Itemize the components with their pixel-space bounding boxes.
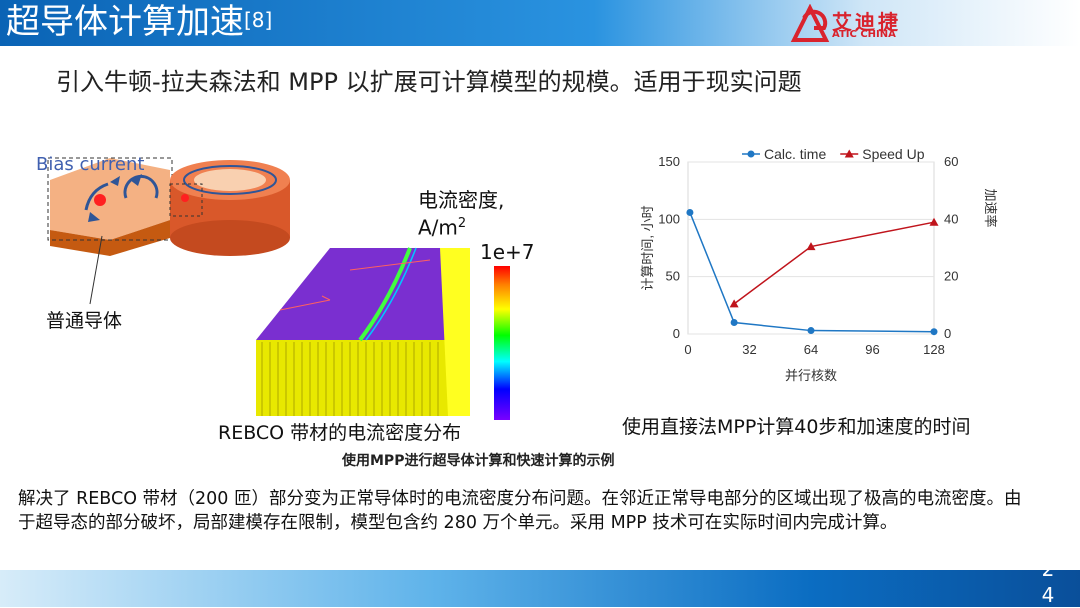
density-label-exponent: 2 <box>457 216 467 231</box>
body-paragraph: 解决了 REBCO 带材（200 匝）部分变为正常导体时的电流密度分布问题。在邻… <box>18 489 1022 533</box>
x-tick-label: 64 <box>804 342 818 357</box>
data-point <box>686 208 694 216</box>
data-point <box>929 217 939 226</box>
slide-subtitle: 引入牛顿-拉夫森法和 MPP 以扩展可计算模型的规模。适用于现实问题 <box>56 68 802 96</box>
slide-title-text: 超导体计算加速 <box>6 2 244 42</box>
data-point <box>807 327 815 335</box>
rebco-caption: REBCO 带材的电流密度分布 <box>218 422 462 444</box>
density-label-line2: A/m <box>418 215 458 240</box>
page-number-digit: 4 <box>1041 583 1055 607</box>
slide-title: 超导体计算加速[8] <box>6 0 272 46</box>
bias-current-label: Bias current <box>36 154 145 175</box>
chart-caption: 使用直接法MPP计算40步和加速度的时间 <box>622 416 971 438</box>
series-line <box>689 212 935 333</box>
legend-label: Speed Up <box>862 146 924 162</box>
colorbar-max-label: 1e+7 <box>480 240 535 264</box>
legend-marker <box>844 149 854 158</box>
calc-time-chart: 0 50 100 150 0 20 40 60 0 32 64 96 128 并行核数 计算时间, 小时 加速… <box>640 146 998 383</box>
data-point <box>806 242 816 251</box>
title-bar <box>0 0 1080 46</box>
data-point <box>930 328 938 336</box>
x-tick-label: 96 <box>865 342 879 357</box>
rebco-figure <box>47 157 470 416</box>
current-density-label: 电流密度, A/m2 <box>418 188 504 240</box>
y-right-tick-label: 20 <box>944 269 958 284</box>
x-tick-label: 0 <box>684 342 691 357</box>
example-caption: 使用MPP进行超导体计算和快速计算的示例 <box>342 453 615 469</box>
company-logo: 艾迪捷 ATIC CHINA <box>790 3 920 44</box>
logo-name-en: ATIC CHINA <box>832 29 896 40</box>
logo-mark-icon <box>790 3 830 42</box>
page-number-digit: 2 <box>1041 557 1055 581</box>
data-point <box>729 299 739 308</box>
y-right-axis-label: 加速率 <box>983 188 998 227</box>
legend-marker <box>747 150 755 158</box>
footer-bar <box>0 570 1080 607</box>
x-tick-label: 32 <box>742 342 756 357</box>
y-left-tick-label: 100 <box>658 211 680 226</box>
title-reference: [8] <box>244 8 273 32</box>
y-left-tick-label: 0 <box>673 326 680 341</box>
y-left-axis-label: 计算时间, 小时 <box>640 205 655 290</box>
y-left-tick-label: 150 <box>658 154 680 169</box>
colorbar <box>494 266 510 420</box>
series-line <box>733 221 935 305</box>
y-right-tick-label: 40 <box>944 211 958 226</box>
normal-conductor-label: 普通导体 <box>46 310 123 332</box>
data-point <box>730 319 738 327</box>
logo-name-cn: 艾迪捷 <box>832 10 901 34</box>
density-label-line1: 电流密度, <box>418 188 505 212</box>
y-right-tick-label: 60 <box>944 154 958 169</box>
x-axis-label: 并行核数 <box>785 368 837 383</box>
y-left-tick-label: 50 <box>666 269 680 284</box>
coil-ring-image <box>169 160 290 256</box>
current-density-mesh <box>256 247 470 416</box>
x-tick-label: 128 <box>923 342 945 357</box>
legend-label: Calc. time <box>764 146 826 162</box>
conductor-slab-image <box>47 157 173 256</box>
y-right-tick-label: 0 <box>944 326 951 341</box>
